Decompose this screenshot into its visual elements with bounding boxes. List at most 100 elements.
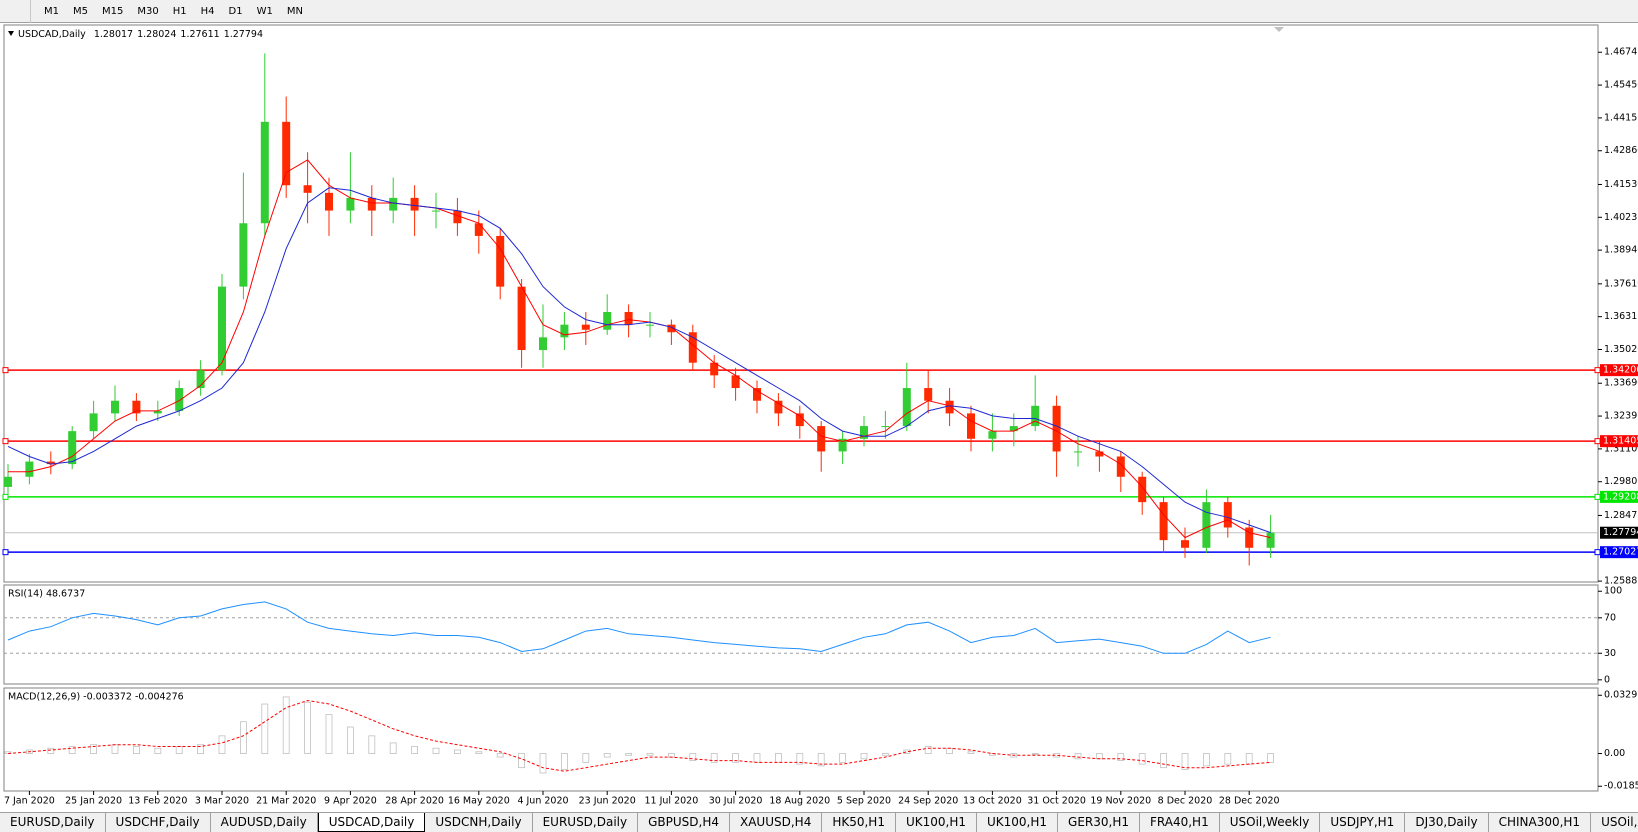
- timeframe-button[interactable]: M5: [73, 5, 88, 17]
- chart-tab[interactable]: USOil,Weekly: [1220, 813, 1321, 832]
- rsi-line: [7, 601, 1271, 654]
- chart-tab[interactable]: USOil,...: [1591, 813, 1638, 832]
- candle-body: [132, 400, 141, 414]
- timeframe-button[interactable]: M30: [137, 5, 159, 17]
- symbol-title: USDCAD,Daily: [18, 29, 86, 40]
- chart-tab[interactable]: DJ30,Daily: [1405, 813, 1489, 832]
- macd-panel-frame: [3, 687, 1599, 792]
- macd-bar: [668, 753, 675, 758]
- chart-tab[interactable]: XAUUSD,H4: [730, 813, 823, 832]
- timeframe-button[interactable]: W1: [256, 5, 273, 17]
- candle-body: [860, 426, 868, 439]
- macd-bar: [924, 746, 932, 754]
- shift-marker: [1274, 27, 1284, 32]
- chart-tab[interactable]: UK100,H1: [977, 813, 1059, 832]
- candle-body: [688, 332, 697, 363]
- candle-body: [325, 192, 333, 211]
- macd-bar: [860, 753, 868, 760]
- y-tick-label: 1.33690: [1604, 378, 1638, 389]
- x-tick-label: 28 Dec 2020: [1219, 796, 1280, 807]
- candle-body: [1031, 405, 1040, 427]
- timeframe-button[interactable]: H1: [172, 5, 187, 17]
- y-tick-label: 1.28475: [1604, 510, 1638, 521]
- macd-bar: [1224, 753, 1232, 765]
- macd-bar: [4, 751, 12, 754]
- macd-bar: [625, 753, 632, 756]
- macd-bar: [646, 753, 654, 756]
- x-tick-label: 13 Oct 2020: [963, 796, 1022, 807]
- candle-body: [1159, 502, 1168, 541]
- level-handle: [2, 367, 9, 374]
- level-handle: [1594, 493, 1601, 500]
- macd-bar: [389, 742, 397, 754]
- timeframe-button[interactable]: D1: [228, 5, 243, 17]
- chart-tab[interactable]: USDCHF,Daily: [106, 813, 211, 832]
- chart-tab[interactable]: EURUSD,Daily: [0, 813, 106, 832]
- candle-body: [474, 223, 483, 236]
- macd-bar: [775, 753, 782, 763]
- ohlc-value: 1.27794: [224, 29, 263, 40]
- chart-tab[interactable]: USDCAD,Daily: [317, 813, 426, 832]
- y-tick-label: 1.40235: [1604, 212, 1638, 223]
- macd-bar: [989, 753, 996, 756]
- y-tick-label: 1.35020: [1604, 344, 1638, 355]
- main-panel-frame: [3, 24, 1599, 583]
- candle-body: [453, 210, 462, 224]
- x-tick-label: 23 Jun 2020: [579, 796, 636, 807]
- chart-window: 1.46745 1.45450 1.44155 1.42860 1.41530 1.402…: [2, 24, 1638, 807]
- candle-body: [46, 461, 55, 465]
- chart-tab[interactable]: HK50,H1: [822, 813, 896, 832]
- macd-bar: [261, 703, 269, 754]
- timeframe-button[interactable]: M15: [102, 5, 124, 17]
- chart-tab[interactable]: GBPUSD,H4: [638, 813, 730, 832]
- macd-bar: [1267, 753, 1274, 763]
- x-tick-label: 28 Apr 2020: [385, 796, 444, 807]
- chart-tab[interactable]: AUDUSD,Daily: [211, 813, 318, 832]
- candle-body: [667, 324, 676, 333]
- macd-bar: [1138, 753, 1146, 765]
- moving-average: [8, 159, 1271, 539]
- candle-body: [774, 400, 783, 414]
- y-tick-label: 0: [1604, 674, 1610, 685]
- candle-body: [945, 400, 954, 414]
- candle-body: [817, 426, 826, 452]
- chart-tab[interactable]: USDJPY,H1: [1320, 813, 1406, 832]
- chart-tab[interactable]: UK100,H1: [896, 813, 977, 832]
- y-tick-label: 1.42860: [1604, 145, 1638, 156]
- x-tick-label: 13 Feb 2020: [128, 796, 187, 807]
- candle-body: [1266, 532, 1275, 548]
- chart-tab[interactable]: GER30,H1: [1058, 813, 1140, 832]
- macd-bar: [1181, 753, 1189, 770]
- candle-body: [367, 197, 376, 211]
- timeframe-button[interactable]: M1: [44, 5, 59, 17]
- candle-body: [731, 375, 740, 389]
- candle-body: [603, 311, 612, 330]
- timeframe-button[interactable]: H4: [200, 5, 215, 17]
- chart-tab[interactable]: EURUSD,Daily: [533, 813, 639, 832]
- ohlc-value: 1.27611: [180, 29, 219, 40]
- macd-bar: [325, 714, 333, 754]
- x-tick-label: 7 Jan 2020: [4, 796, 55, 807]
- macd-bar: [1117, 753, 1125, 761]
- y-tick-label: 1.37610: [1604, 278, 1638, 289]
- chart-tab[interactable]: CHINA300,H1: [1489, 813, 1592, 832]
- x-tick-label: 24 Sep 2020: [898, 796, 958, 807]
- candle-body: [753, 388, 761, 401]
- level-price-label: 1.31405: [1603, 436, 1638, 447]
- level-price-box: [1600, 490, 1638, 503]
- timeframe-button[interactable]: MN: [286, 5, 303, 17]
- candle-body: [111, 400, 119, 414]
- candle-body: [282, 121, 291, 186]
- macd-bar: [496, 753, 504, 758]
- candle-body: [581, 324, 590, 330]
- candle-body: [1181, 540, 1189, 548]
- chart-tab[interactable]: FRA40,H1: [1140, 813, 1220, 832]
- candle-body: [1095, 451, 1104, 457]
- x-tick-label: 25 Jan 2020: [65, 796, 122, 807]
- candle-body: [389, 197, 398, 211]
- timeframe-toolbar: M1 M5 M15 M30 H1 H4 D1 W1 MN: [0, 0, 1638, 23]
- macd-bar: [946, 747, 953, 754]
- candle-body: [967, 413, 975, 439]
- rsi-panel-frame: [3, 584, 1599, 685]
- chart-tab[interactable]: USDCNH,Daily: [425, 813, 533, 832]
